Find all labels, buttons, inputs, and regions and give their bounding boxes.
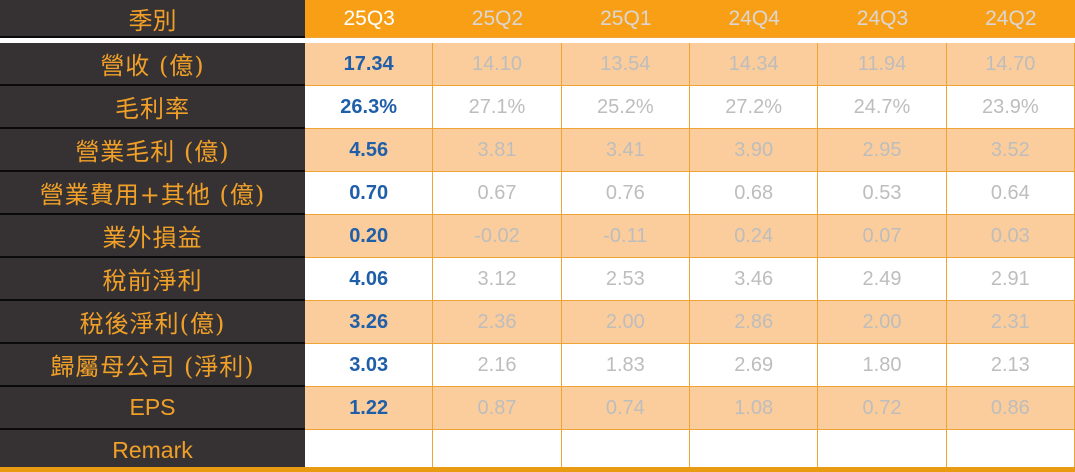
value-cell-r9-c4[interactable] bbox=[818, 430, 947, 467]
value-cell-r1-c1[interactable]: 27.1% bbox=[433, 86, 562, 129]
value-cell-r0-c1[interactable]: 14.10 bbox=[433, 43, 562, 86]
value-cell-r2-c5[interactable]: 3.52 bbox=[946, 129, 1075, 172]
value-cell-r4-c4[interactable]: 0.07 bbox=[818, 215, 947, 258]
corner-header-quarter: 季別 bbox=[0, 0, 305, 38]
value-cell-r5-c4[interactable]: 2.49 bbox=[818, 258, 947, 301]
value-cell-r5-c3[interactable]: 3.46 bbox=[689, 258, 819, 301]
column-header-25q3[interactable]: 25Q3 bbox=[305, 0, 434, 38]
value-cell-r3-c5[interactable]: 0.64 bbox=[946, 172, 1075, 215]
value-cell-r0-c0[interactable]: 17.34 bbox=[305, 43, 434, 86]
row-label-5: 稅前淨利 bbox=[0, 258, 305, 301]
value-cell-r7-c4[interactable]: 1.80 bbox=[818, 344, 947, 387]
value-cell-r5-c0[interactable]: 4.06 bbox=[305, 258, 434, 301]
value-cell-r7-c3[interactable]: 2.69 bbox=[689, 344, 819, 387]
value-cell-r1-c5[interactable]: 23.9% bbox=[946, 86, 1075, 129]
value-cell-r6-c0[interactable]: 3.26 bbox=[305, 301, 434, 344]
value-cell-r3-c4[interactable]: 0.53 bbox=[818, 172, 947, 215]
value-cell-r9-c1[interactable] bbox=[433, 430, 562, 467]
value-cell-r3-c0[interactable]: 0.70 bbox=[305, 172, 434, 215]
value-cell-r2-c2[interactable]: 3.41 bbox=[561, 129, 690, 172]
value-cell-r6-c4[interactable]: 2.00 bbox=[818, 301, 947, 344]
row-label-8: EPS bbox=[0, 387, 305, 430]
value-cell-r7-c1[interactable]: 2.16 bbox=[433, 344, 562, 387]
value-cell-r4-c0[interactable]: 0.20 bbox=[305, 215, 434, 258]
value-cell-r8-c5[interactable]: 0.86 bbox=[946, 387, 1075, 430]
value-cell-r3-c1[interactable]: 0.67 bbox=[433, 172, 562, 215]
value-cell-r3-c3[interactable]: 0.68 bbox=[689, 172, 819, 215]
value-cell-r3-c2[interactable]: 0.76 bbox=[561, 172, 690, 215]
value-cell-r9-c3[interactable] bbox=[689, 430, 819, 467]
row-label-6: 稅後淨利(億) bbox=[0, 301, 305, 344]
row-label-3: 營業費用+其他 (億) bbox=[0, 172, 305, 215]
column-header-24q4[interactable]: 24Q4 bbox=[689, 0, 819, 38]
column-header-24q2[interactable]: 24Q2 bbox=[946, 0, 1075, 38]
value-cell-r4-c5[interactable]: 0.03 bbox=[946, 215, 1075, 258]
value-cell-r9-c5[interactable] bbox=[946, 430, 1075, 467]
value-cell-r8-c0[interactable]: 1.22 bbox=[305, 387, 434, 430]
column-header-25q2[interactable]: 25Q2 bbox=[433, 0, 562, 38]
value-cell-r7-c2[interactable]: 1.83 bbox=[561, 344, 690, 387]
value-cell-r8-c2[interactable]: 0.74 bbox=[561, 387, 690, 430]
value-cell-r0-c5[interactable]: 14.70 bbox=[946, 43, 1075, 86]
value-cell-r6-c5[interactable]: 2.31 bbox=[946, 301, 1075, 344]
value-cell-r0-c4[interactable]: 11.94 bbox=[818, 43, 947, 86]
value-cell-r6-c3[interactable]: 2.86 bbox=[689, 301, 819, 344]
value-cell-r9-c0[interactable] bbox=[305, 430, 434, 467]
column-header-25q1[interactable]: 25Q1 bbox=[561, 0, 690, 38]
value-cell-r9-c2[interactable] bbox=[561, 430, 690, 467]
value-cell-r8-c1[interactable]: 0.87 bbox=[433, 387, 562, 430]
value-cell-r6-c2[interactable]: 2.00 bbox=[561, 301, 690, 344]
value-cell-r8-c4[interactable]: 0.72 bbox=[818, 387, 947, 430]
value-cell-r1-c0[interactable]: 26.3% bbox=[305, 86, 434, 129]
row-label-0: 營收 (億) bbox=[0, 43, 305, 86]
value-cell-r4-c2[interactable]: -0.11 bbox=[561, 215, 690, 258]
column-header-24q3[interactable]: 24Q3 bbox=[818, 0, 947, 38]
row-label-4: 業外損益 bbox=[0, 215, 305, 258]
value-cell-r4-c1[interactable]: -0.02 bbox=[433, 215, 562, 258]
value-cell-r0-c2[interactable]: 13.54 bbox=[561, 43, 690, 86]
value-cell-r5-c5[interactable]: 2.91 bbox=[946, 258, 1075, 301]
value-cell-r2-c3[interactable]: 3.90 bbox=[689, 129, 819, 172]
value-cell-r4-c3[interactable]: 0.24 bbox=[689, 215, 819, 258]
row-label-1: 毛利率 bbox=[0, 86, 305, 129]
value-cell-r7-c5[interactable]: 2.13 bbox=[946, 344, 1075, 387]
value-cell-r6-c1[interactable]: 2.36 bbox=[433, 301, 562, 344]
value-cell-r8-c3[interactable]: 1.08 bbox=[689, 387, 819, 430]
value-cell-r2-c1[interactable]: 3.81 bbox=[433, 129, 562, 172]
value-cell-r5-c2[interactable]: 2.53 bbox=[561, 258, 690, 301]
value-cell-r1-c3[interactable]: 27.2% bbox=[689, 86, 819, 129]
value-cell-r1-c4[interactable]: 24.7% bbox=[818, 86, 947, 129]
value-cell-r0-c3[interactable]: 14.34 bbox=[689, 43, 819, 86]
value-cell-r5-c1[interactable]: 3.12 bbox=[433, 258, 562, 301]
row-label-7: 歸屬母公司 (淨利) bbox=[0, 344, 305, 387]
row-label-2: 營業毛利 (億) bbox=[0, 129, 305, 172]
value-cell-r1-c2[interactable]: 25.2% bbox=[561, 86, 690, 129]
value-cell-r2-c4[interactable]: 2.95 bbox=[818, 129, 947, 172]
row-label-9: Remark bbox=[0, 430, 305, 467]
value-cell-r2-c0[interactable]: 4.56 bbox=[305, 129, 434, 172]
value-cell-r7-c0[interactable]: 3.03 bbox=[305, 344, 434, 387]
